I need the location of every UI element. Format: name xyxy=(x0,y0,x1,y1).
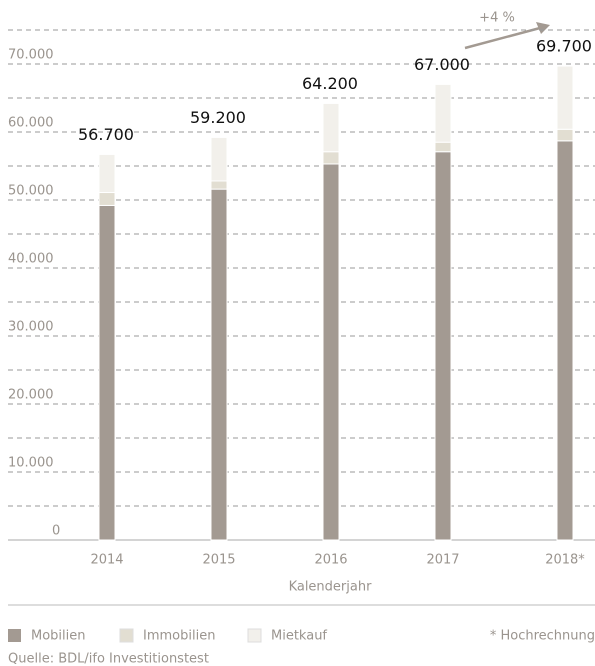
legend-label: Mietkauf xyxy=(271,629,327,644)
total-label: 69.700 xyxy=(536,37,592,56)
y-tick-label: 70.000 xyxy=(8,48,54,63)
y-tick-label: 10.000 xyxy=(8,456,54,471)
bar-segment xyxy=(98,192,116,206)
footnote: * Hochrechnung xyxy=(490,629,595,644)
total-label: 56.700 xyxy=(78,125,134,144)
bar-segment xyxy=(556,128,574,142)
legend-swatch xyxy=(119,628,134,643)
arrow-head xyxy=(536,22,550,34)
bar-segment xyxy=(322,151,340,165)
bar-segment xyxy=(98,204,116,541)
x-tick-label: 2016 xyxy=(314,553,347,568)
y-tick-label: 60.000 xyxy=(8,116,54,131)
bar-segment xyxy=(556,140,574,541)
x-tick-label: 2017 xyxy=(426,553,459,568)
total-label: 64.200 xyxy=(302,74,358,93)
total-label: 67.000 xyxy=(414,55,470,74)
x-tick-label: 2014 xyxy=(90,553,123,568)
bar-segment xyxy=(434,151,452,541)
bar-segment xyxy=(434,141,452,153)
bar-segment xyxy=(322,102,340,153)
bar-segment xyxy=(98,153,116,194)
legend-swatch xyxy=(8,629,21,642)
y-tick-label: 0 xyxy=(52,524,60,539)
bar-segment xyxy=(210,188,228,541)
trend-arrow xyxy=(464,26,541,50)
x-tick-label: 2018* xyxy=(545,553,585,568)
total-label: 59.200 xyxy=(190,108,246,127)
legend-label: Immobilien xyxy=(143,629,215,644)
x-tick-label: 2015 xyxy=(202,553,235,568)
y-tick-label: 30.000 xyxy=(8,320,54,335)
x-axis-label: Kalenderjahr xyxy=(289,580,373,595)
y-tick-label: 40.000 xyxy=(8,252,54,267)
legend-label: Mobilien xyxy=(31,629,86,644)
bar-segment xyxy=(210,136,228,182)
y-tick-label: 50.000 xyxy=(8,184,54,199)
bar-segment xyxy=(322,163,340,541)
bar-segment xyxy=(210,180,228,190)
bar-segment xyxy=(556,65,574,130)
annotation: +4 % xyxy=(479,11,515,26)
source: Quelle: BDL/ifo Investitionstest xyxy=(8,652,209,666)
legend-swatch xyxy=(247,628,262,643)
y-tick-label: 20.000 xyxy=(8,388,54,403)
bar-segment xyxy=(434,83,452,143)
